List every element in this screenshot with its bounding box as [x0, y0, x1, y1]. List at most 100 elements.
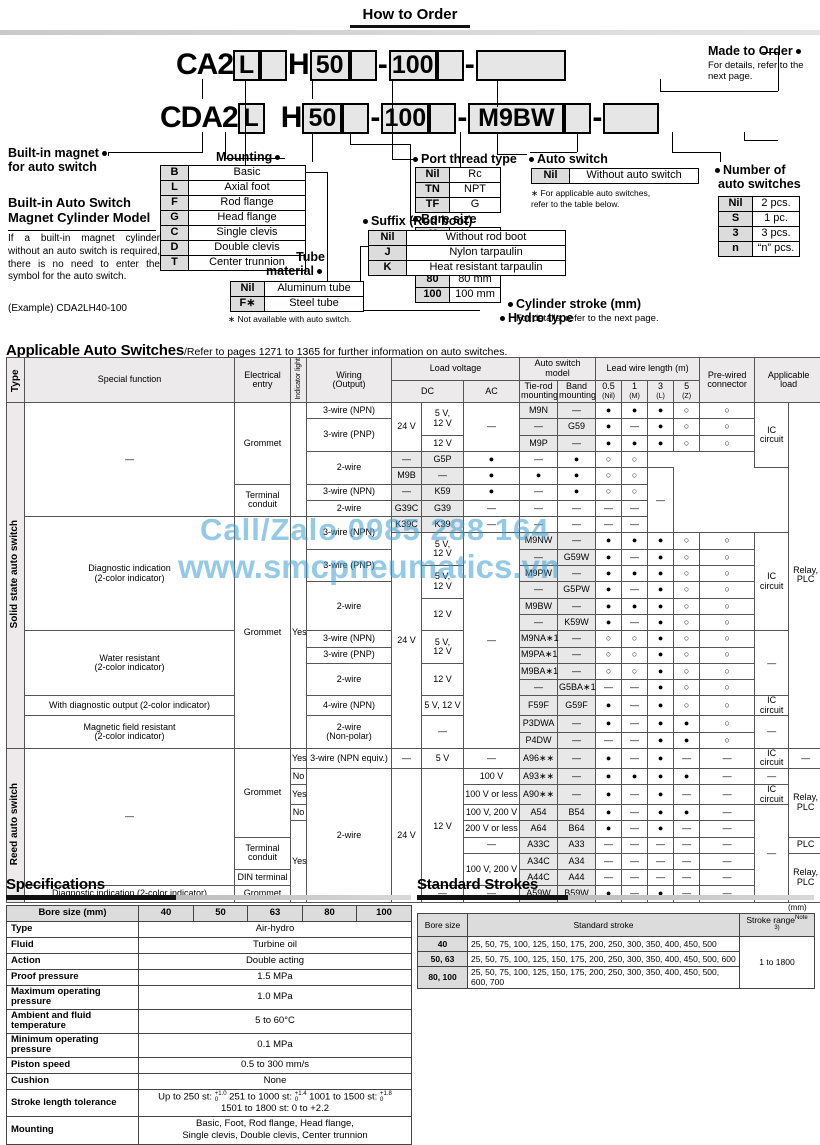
option-code: T — [161, 256, 189, 271]
lead-l5: ● — [674, 732, 700, 748]
dc-voltage-b: 12 V — [422, 435, 464, 451]
wiring-output: 2-wire — [307, 451, 392, 484]
specifications-title: Specifications — [6, 876, 206, 893]
applicable-load-b: Relay, PLC — [789, 403, 820, 749]
lead-l5: ○ — [674, 614, 700, 630]
electrical-entry: Grommet — [235, 748, 291, 837]
prewired-connector: ○ — [700, 696, 755, 716]
wiring-output: 2-wire (Non-polar) — [307, 716, 392, 749]
lead-l3: ● — [648, 598, 674, 614]
option-label: 100 mm — [450, 288, 501, 303]
model-band: — — [558, 732, 596, 748]
spec-bore-value: 50 — [194, 906, 248, 922]
lead-l05: ● — [596, 614, 622, 630]
lead-l3: ● — [648, 748, 674, 768]
lead-l05: ● — [596, 533, 622, 549]
table-row: Diagnostic indication (2-color indicator… — [7, 517, 820, 533]
lead-l1: ○ — [622, 663, 648, 679]
lead-l5: — — [596, 517, 622, 533]
prewired-connector: — — [700, 821, 755, 837]
electrical-entry: Grommet — [235, 517, 291, 749]
header-electrical-entry: Electrical entry — [235, 358, 291, 403]
indicator-light: Yes — [291, 517, 307, 749]
strokes-unit-label: (mm) — [788, 903, 807, 912]
applicable-load-a: — — [755, 804, 789, 902]
wiring-output: 2-wire — [307, 663, 392, 696]
prewired-connector: — — [700, 785, 755, 805]
lead-l1: — — [520, 484, 558, 500]
code-port-box-2 — [342, 103, 369, 134]
lead-l1: — — [622, 696, 648, 716]
model-tie-rod: A64 — [520, 821, 558, 837]
header-load-voltage: Load voltage — [392, 358, 520, 381]
lead-l1: — — [622, 821, 648, 837]
lead-l5: ○ — [674, 582, 700, 598]
option-code: Nil — [369, 231, 407, 246]
electrical-entry: Terminal conduit — [235, 484, 291, 517]
special-function: — — [25, 748, 235, 886]
lead-l3: — — [558, 500, 596, 516]
lead-l5: ○ — [596, 484, 622, 500]
prewired-connector: ○ — [700, 663, 755, 679]
lead-l3: ● — [648, 549, 674, 565]
lead-l1: — — [622, 837, 648, 853]
header-auto-switch-model: Auto switch model — [520, 358, 596, 381]
model-tie-rod: — — [520, 680, 558, 696]
applicable-load-b: PLC — [789, 837, 820, 853]
prewired-connector: — — [700, 853, 755, 869]
lead-l1: ● — [622, 533, 648, 549]
cylinder-stroke-text: Cylinder stroke (mm) — [516, 297, 641, 311]
bullet-icon — [413, 157, 418, 162]
option-code: TF — [416, 198, 450, 213]
prewired-connector: — — [622, 517, 648, 533]
option-label: Without auto switch — [570, 169, 699, 184]
lead-l1: — — [622, 785, 648, 805]
option-label: Nylon tarpaulin — [407, 246, 566, 261]
magnet-cylinder-model-body: If a built-in magnet cylinder without an… — [8, 233, 160, 284]
leader-line — [202, 79, 203, 99]
wiring-output: 3-wire (NPN) — [307, 631, 392, 647]
code-tube-box-1 — [260, 50, 287, 81]
leader-line — [577, 132, 578, 152]
magnet-cylinder-model-example: (Example) CDA2LH40-100 — [8, 303, 127, 315]
model-band: — — [558, 403, 596, 419]
special-function: Water resistant (2-color indicator) — [25, 631, 235, 696]
dc-voltage-a: 24 V — [392, 533, 422, 748]
lead-l1: — — [520, 500, 558, 516]
auto-switch-text: Auto switch — [537, 152, 608, 166]
cylinder-stroke-note: For details, refer to the next page. — [516, 313, 659, 324]
lead-l5: ○ — [674, 533, 700, 549]
lead-l5: ○ — [674, 647, 700, 663]
header-lead-len_5: 5(Z) — [674, 380, 700, 403]
spec-value: 1.5 MPa — [139, 970, 412, 986]
model-band: A33 — [558, 837, 596, 853]
header-indicator-light: Indicator light — [291, 358, 307, 403]
strokes-values: 25, 50, 75, 100, 125, 150, 175, 200, 250… — [468, 937, 740, 952]
auto-switch-note: ∗ For applicable auto switches, refer to… — [531, 188, 691, 211]
prewired-connector: ○ — [700, 614, 755, 630]
applicable-load-a: — — [755, 631, 789, 696]
spec-bore-value: 63 — [248, 906, 303, 922]
code-numswitch-box-2 — [564, 103, 591, 134]
model-band: G5P — [422, 451, 464, 467]
model-tie-rod: P4DW — [520, 732, 558, 748]
model-tie-rod: F59F — [520, 696, 558, 716]
order-code-row2: CDA2 L H 50 - 100 - M9BW - — [160, 101, 659, 135]
model-tie-rod: P3DWA — [520, 716, 558, 732]
code-dash-2b: - — [456, 101, 468, 135]
spec-value: Air-hydro — [139, 922, 412, 938]
option-label: Steel tube — [265, 297, 364, 312]
lead-l05: — — [596, 732, 622, 748]
prewired-connector: — — [700, 804, 755, 820]
option-label: Single clevis — [189, 226, 306, 241]
